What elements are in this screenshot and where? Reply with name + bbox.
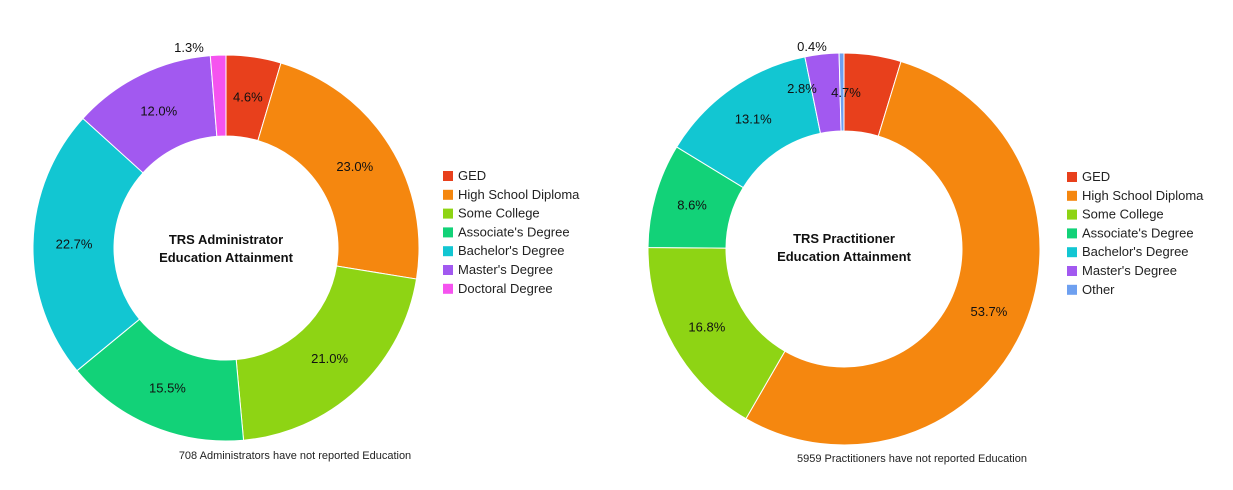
administrator-donut-chart: 4.6% 23.0% 21.0% 15.5% 22.7% 12.0% 1.3% TRS Ad…	[32, 40, 580, 462]
slice-high-school-diploma	[257, 62, 420, 280]
legend-label-high-school-diploma: High School Diploma	[1082, 188, 1204, 203]
legend-swatch-doctoral-degree	[443, 283, 453, 294]
legend-swatch-master-s-degree	[443, 265, 453, 275]
legend-label-master-s-degree: Master's Degree	[458, 262, 553, 277]
slice-label-bachelor-s-degree: 13.1%	[735, 112, 772, 127]
slice-label-some-college: 16.8%	[688, 319, 725, 334]
slice-bachelor-s-degree	[32, 117, 144, 372]
legend-label-associate-s-degree: Associate's Degree	[1082, 225, 1194, 240]
slice-label-master-s-degree: 2.8%	[787, 81, 817, 96]
legend-label-master-s-degree: Master's Degree	[1082, 263, 1177, 278]
legend-swatch-high-school-diploma	[443, 189, 453, 200]
legend-swatch-high-school-diploma	[1067, 190, 1077, 201]
legend-label-doctoral-degree: Doctoral Degree	[458, 281, 553, 296]
practitioner-chart-title-line-2: Education Attainment	[777, 249, 912, 264]
legend-swatch-ged	[443, 171, 453, 181]
legend-label-associate-s-degree: Associate's Degree	[458, 224, 570, 239]
slice-label-doctoral-degree: 1.3%	[174, 40, 204, 55]
legend-label-bachelor-s-degree: Bachelor's Degree	[1082, 244, 1189, 259]
practitioner-donut-chart: 4.7% 53.7% 16.8% 8.6% 13.1% 2.8% 0.4% TRS Prac…	[647, 39, 1204, 465]
legend-label-ged: GED	[1082, 169, 1110, 184]
practitioner-slice-labels: 4.7% 53.7% 16.8% 8.6% 13.1% 2.8% 0.4%	[677, 39, 1008, 334]
legend-swatch-master-s-degree	[1067, 266, 1077, 276]
slice-label-ged: 4.7%	[831, 85, 861, 100]
legend-swatch-associate-s-degree	[443, 227, 453, 238]
administrator-chart-title-line-1: TRS Administrator	[169, 232, 283, 247]
legend-swatch-bachelor-s-degree	[1067, 247, 1077, 258]
slice-some-college	[235, 265, 418, 441]
slice-label-some-college: 21.0%	[311, 351, 348, 366]
slice-label-bachelor-s-degree: 22.7%	[56, 236, 93, 251]
slice-high-school-diploma	[745, 60, 1041, 446]
practitioner-legend: GED High School Diploma Some College Associ…	[1067, 169, 1204, 297]
legend-label-some-college: Some College	[1082, 207, 1164, 222]
administrator-legend: GED High School Diploma Some College Associ…	[443, 168, 580, 296]
administrator-footnote: 708 Administrators have not reported Edu…	[179, 450, 411, 462]
slice-other	[838, 52, 845, 132]
legend-label-ged: GED	[458, 168, 486, 183]
slice-label-ged: 4.6%	[233, 90, 263, 105]
administrator-slice-labels: 4.6% 23.0% 21.0% 15.5% 22.7% 12.0% 1.3%	[56, 40, 374, 395]
slice-label-other: 0.4%	[797, 39, 827, 54]
practitioner-chart-title-line-1: TRS Practitioner	[793, 231, 895, 246]
slice-label-associate-s-degree: 15.5%	[149, 380, 186, 395]
slice-label-high-school-diploma: 23.0%	[336, 159, 373, 174]
legend-label-high-school-diploma: High School Diploma	[458, 187, 580, 202]
legend-label-other: Other	[1082, 282, 1115, 297]
legend-swatch-some-college	[1067, 209, 1077, 220]
legend-swatch-bachelor-s-degree	[443, 246, 453, 257]
slice-label-associate-s-degree: 8.6%	[677, 198, 707, 213]
practitioner-footnote: 5959 Practitioners have not reported Edu…	[797, 453, 1027, 465]
legend-swatch-some-college	[443, 208, 453, 219]
slice-label-master-s-degree: 12.0%	[140, 104, 177, 119]
legend-swatch-other	[1067, 284, 1077, 295]
legend-swatch-associate-s-degree	[1067, 228, 1077, 239]
administrator-slices	[32, 54, 420, 442]
slice-label-high-school-diploma: 53.7%	[970, 304, 1007, 319]
practitioner-slices	[647, 52, 1041, 446]
legend-label-bachelor-s-degree: Bachelor's Degree	[458, 243, 565, 258]
legend-swatch-ged	[1067, 172, 1077, 182]
administrator-chart-title-line-2: Education Attainment	[159, 250, 294, 265]
legend-label-some-college: Some College	[458, 206, 540, 221]
slice-doctoral-degree	[209, 54, 227, 137]
